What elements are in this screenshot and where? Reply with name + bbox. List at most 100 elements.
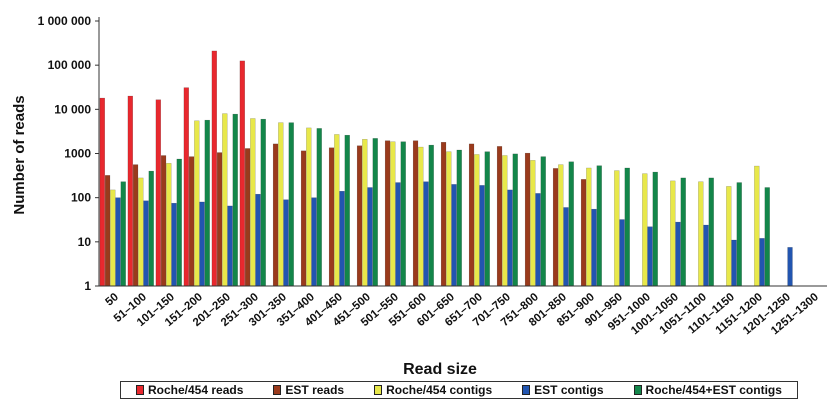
legend-label: EST reads [285,383,345,397]
bar [176,158,182,287]
legend: Roche/454 reads EST reads Roche/454 contig… [120,381,798,399]
x-axis-label: Read size [403,361,477,378]
bar [188,156,195,287]
legend-swatch [136,385,144,395]
y-tick-label: 1000 [64,147,91,161]
bar [278,122,284,287]
bar [759,238,765,287]
legend-item: EST contigs [522,383,604,397]
bar [524,152,531,287]
bar [311,197,317,287]
bar [283,199,289,287]
bar [512,153,518,287]
bar [239,60,245,287]
bar [479,185,485,287]
axes [95,17,827,287]
bar [568,161,574,287]
bar [160,155,167,287]
bar [764,187,770,287]
bar [390,141,396,287]
legend-item: EST reads [273,383,344,397]
bars [99,50,793,287]
bar [216,152,223,287]
bar [316,128,322,287]
bar [104,175,111,287]
bar [339,191,345,287]
bar [143,200,149,287]
bar [619,219,625,287]
y-tick-label: 10 000 [54,102,91,116]
bar [166,163,172,287]
bar [334,134,340,287]
bar [586,167,592,287]
bar [530,160,536,287]
x-tick-label: 50 [103,291,121,308]
bar [400,141,406,287]
bar [535,193,541,287]
y-tick-label: 1 000 000 [38,14,92,28]
bar [362,139,368,287]
bar [255,193,261,287]
bar [300,150,307,287]
legend-item: Roche/454 contigs [374,383,492,397]
bar [344,134,350,287]
bar [708,177,714,287]
bar [99,97,105,287]
bar [244,148,251,287]
bar [384,140,391,287]
bar [222,113,228,287]
bar [138,177,144,287]
bar [423,181,429,287]
y-tick-label: 1 [84,279,91,293]
bar [306,127,312,287]
bar [726,186,732,287]
bar [194,120,200,287]
bar [558,164,564,287]
bar [232,113,238,287]
bar [624,167,630,287]
bar [507,189,513,287]
bar [367,187,373,287]
bar [703,224,709,287]
bar [412,140,419,287]
bar [652,171,658,287]
bar [502,155,508,287]
bar [110,189,116,287]
bar [127,95,133,287]
bar [183,87,189,287]
legend-item: Roche/454+EST contigs [633,383,782,397]
bar [591,208,597,287]
bar [115,197,121,287]
bar [698,181,704,287]
bar [148,170,154,287]
legend-label: Roche/454 contigs [386,383,493,397]
bar [155,99,161,287]
bar [484,151,490,287]
bar [614,170,620,287]
legend-item: Roche/454 reads [136,383,243,397]
bar [250,118,256,287]
bar [540,156,546,287]
y-axis-label: Number of reads [11,95,28,214]
bar [211,50,217,287]
legend-label: Roche/454 reads [148,383,244,397]
bar [680,177,686,287]
bar [328,147,335,287]
bar [670,180,676,287]
bar [260,118,266,287]
bar [288,122,294,287]
legend-swatch [374,385,383,395]
bar [132,164,139,287]
bar [440,142,447,287]
y-tick-label: 100 000 [48,58,92,72]
bar [675,221,681,287]
bar [418,146,424,287]
legend-swatch [633,385,642,395]
legend-swatch [273,385,282,395]
bar [754,165,760,287]
bar [204,119,210,287]
y-tick-label: 10 [78,235,92,249]
bar [552,168,559,287]
bar [199,201,205,287]
